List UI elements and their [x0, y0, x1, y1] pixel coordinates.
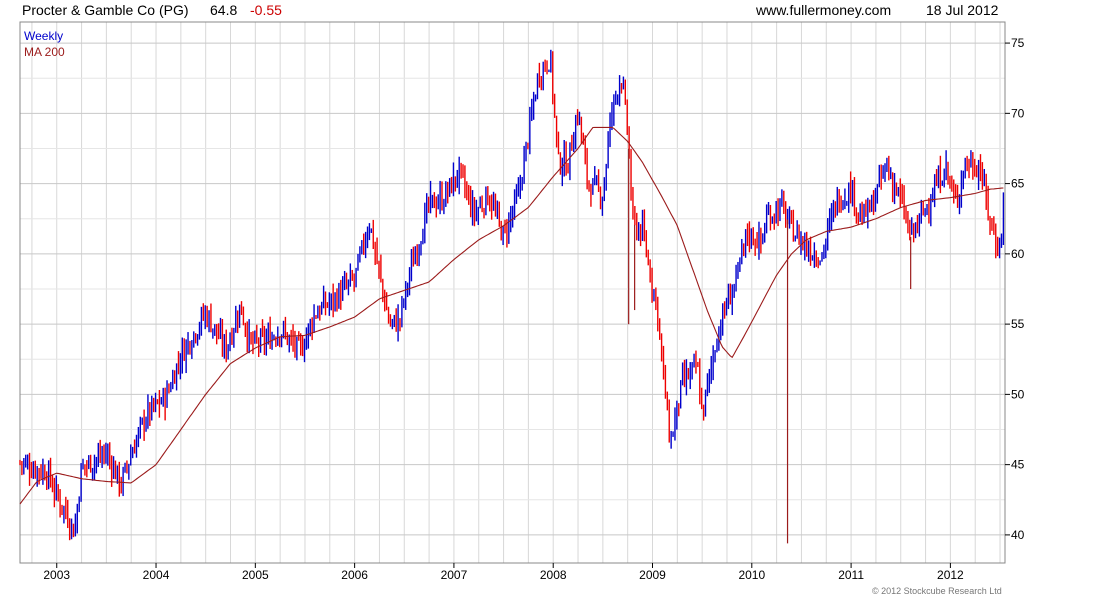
- x-tick-label: 2008: [540, 568, 567, 582]
- plot-frame: [19, 21, 1006, 564]
- ma200-series: [19, 126, 1004, 505]
- x-tick-label: 2003: [43, 568, 70, 582]
- chart-grid: [20, 22, 1005, 563]
- y-tick-label: 60: [1011, 247, 1025, 261]
- x-tick-label: 2007: [441, 568, 468, 582]
- x-tick-label: 2011: [838, 568, 864, 582]
- y-axis-ticks: 40 45 50 55 60 65 70 75: [1005, 36, 1025, 542]
- chart-date: 18 Jul 2012: [926, 2, 999, 18]
- chart-legend: Weekly MA 200: [24, 29, 65, 59]
- y-tick-label: 50: [1011, 387, 1025, 401]
- x-tick-label: 2012: [937, 568, 964, 582]
- x-tick-label: 2005: [242, 568, 269, 582]
- y-tick-label: 65: [1011, 177, 1025, 191]
- y-tick-label: 55: [1011, 317, 1025, 331]
- x-tick-label: 2009: [639, 568, 666, 582]
- ma200-line: [19, 126, 1004, 505]
- chart-title: Procter & Gamble Co (PG): [22, 2, 189, 18]
- last-price: 64.8: [210, 2, 238, 18]
- weekly-price-bars: [19, 49, 1005, 544]
- x-tick-label: 2006: [341, 568, 368, 582]
- price-change: -0.55: [250, 2, 282, 18]
- y-tick-label: 45: [1011, 458, 1025, 472]
- chart-header: Procter & Gamble Co (PG) 64.8 -0.55 www.…: [0, 0, 1100, 22]
- source-website[interactable]: www.fullermoney.com: [756, 2, 892, 18]
- legend-entry: Weekly: [24, 29, 63, 43]
- copyright-notice: © 2012 Stockcube Research Ltd: [872, 586, 1002, 596]
- y-tick-label: 70: [1011, 106, 1025, 120]
- y-tick-label: 75: [1011, 36, 1025, 50]
- x-tick-label: 2010: [738, 568, 765, 582]
- x-tick-label: 2004: [143, 568, 170, 582]
- x-axis-ticks: 2003 2004 2005 2006 2007 2008 2009 2010 2011 2012: [43, 563, 964, 582]
- legend-entry: MA 200: [24, 45, 65, 59]
- y-tick-label: 40: [1011, 528, 1025, 542]
